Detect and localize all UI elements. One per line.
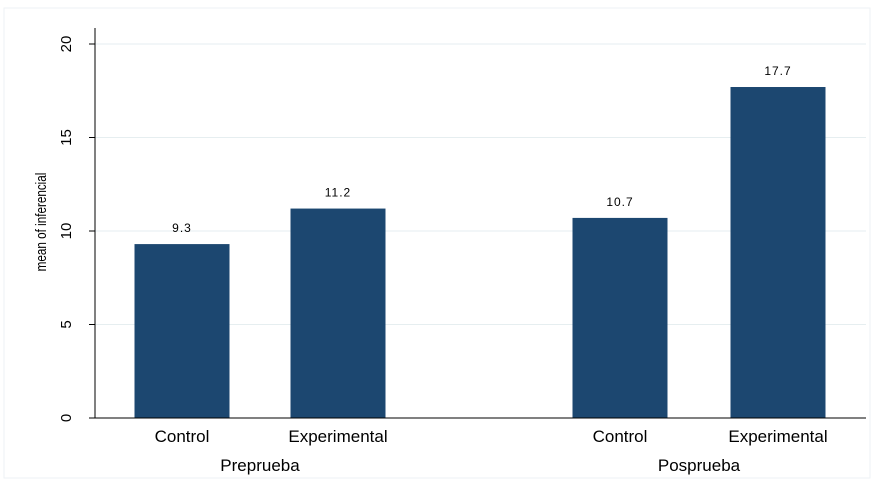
y-ticks: 0 5 10 15 20 [58, 36, 95, 422]
outer-frame [3, 7, 871, 479]
bars [134, 87, 826, 418]
bar [572, 217, 668, 418]
x-category-label: Control [593, 427, 648, 446]
y-axis-title: mean of inferencial [33, 173, 50, 272]
bar-value-label: 9.3 [172, 221, 192, 235]
y-tick-label: 10 [58, 223, 75, 240]
labels: 9.3 Control 11.2 Experimental Preprueba 10.7 C… [155, 64, 828, 475]
axes [94, 28, 866, 419]
bar-value-label: 17.7 [764, 64, 791, 78]
x-group-label: Posprueba [658, 456, 741, 475]
y-tick-label: 20 [58, 36, 75, 53]
bar [730, 87, 826, 418]
y-tick-label: 0 [58, 414, 75, 422]
y-tick-label: 5 [58, 320, 75, 328]
x-group-label: Preprueba [220, 456, 300, 475]
bar-value-label: 10.7 [606, 195, 633, 209]
x-category-label: Experimental [288, 427, 387, 446]
bar [290, 208, 386, 418]
y-tick-label: 15 [58, 129, 75, 146]
bar [134, 244, 230, 418]
x-category-label: Control [155, 427, 210, 446]
x-category-label: Experimental [728, 427, 827, 446]
bar-value-label: 11.2 [325, 186, 351, 200]
